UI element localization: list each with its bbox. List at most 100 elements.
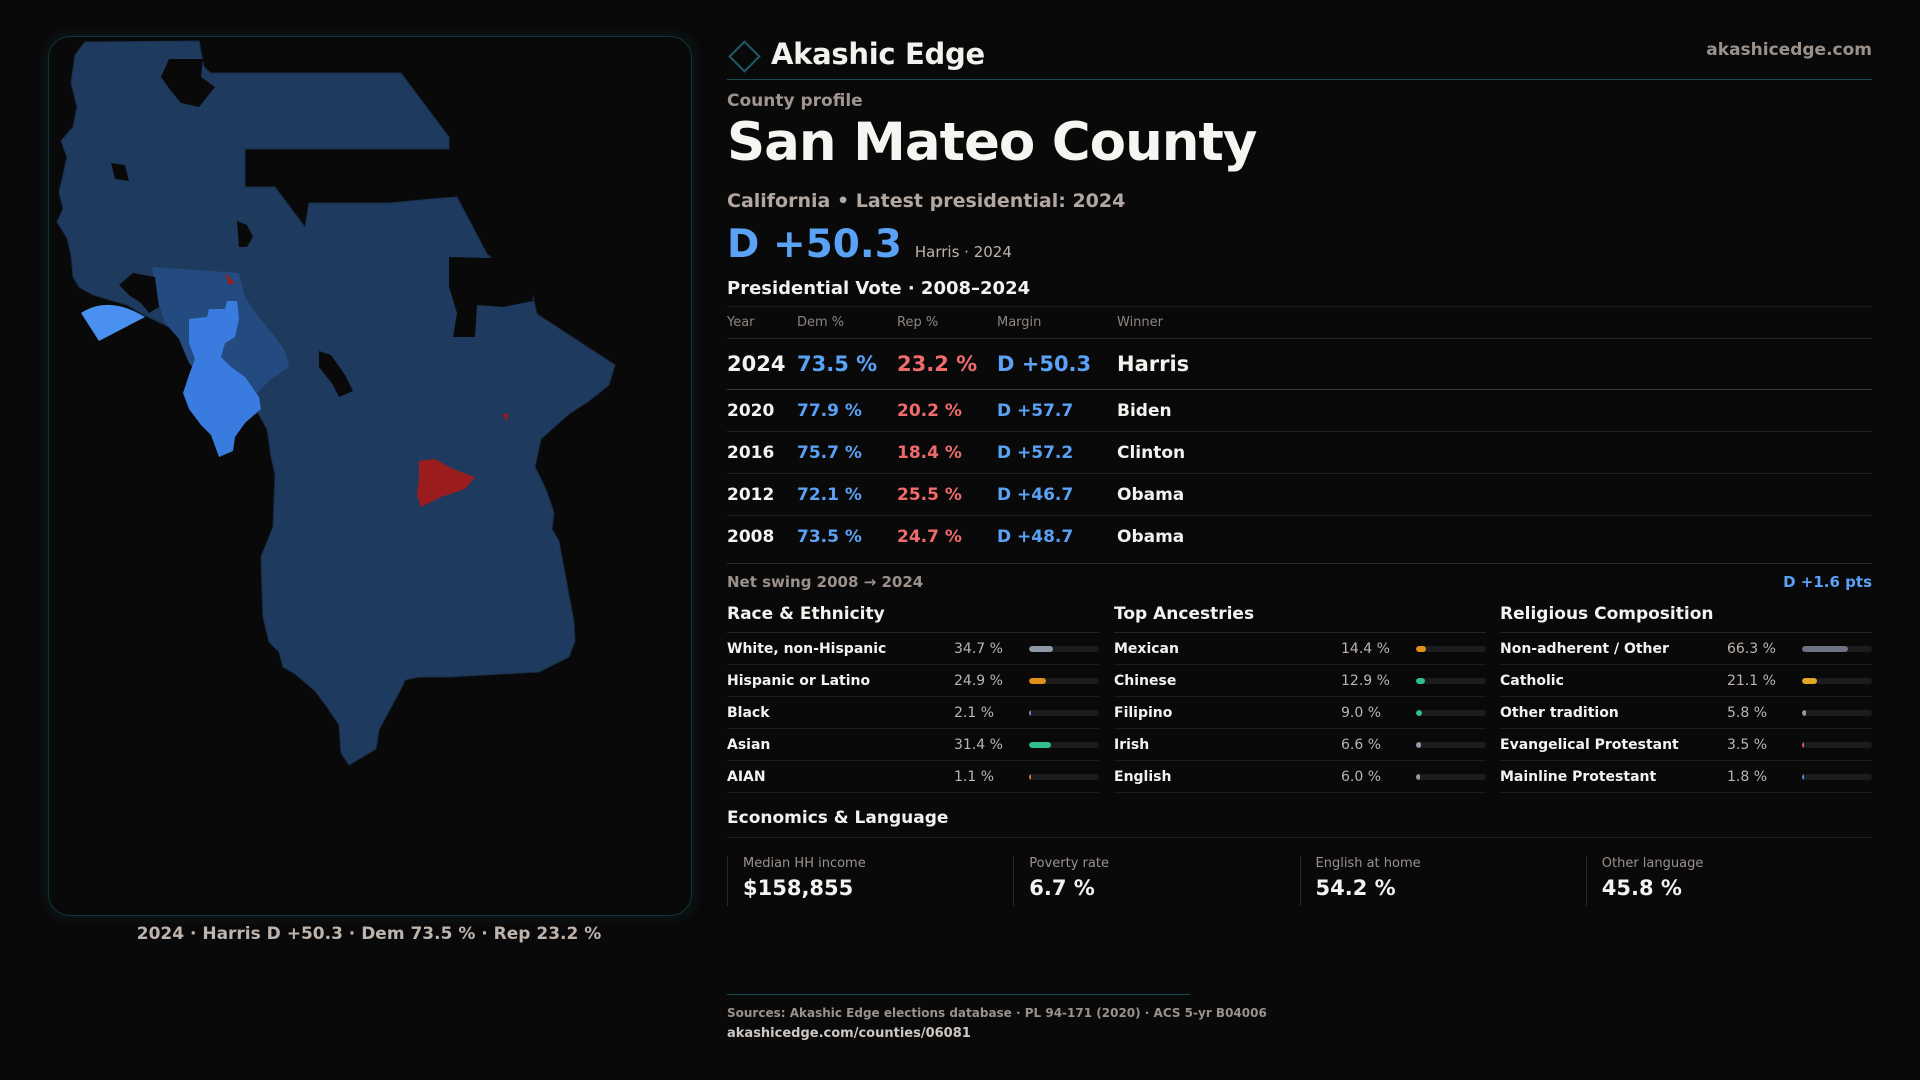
religion-section: Religious Composition Non-adherent / Oth… xyxy=(1500,600,1872,793)
swing-value: D +1.6 pts xyxy=(1783,573,1872,591)
share-bar xyxy=(1029,773,1099,780)
sources-text: Sources: Akashic Edge elections database… xyxy=(727,1006,1267,1020)
item-value: 1.1 % xyxy=(954,768,995,785)
item-value: 6.6 % xyxy=(1341,736,1382,753)
list-item[interactable]: Mainline Protestant 1.8 % xyxy=(1500,761,1872,793)
map-region-rep-small[interactable] xyxy=(225,273,235,285)
table-row[interactable]: 2008 73.5 % 24.7 % D +48.7 Obama xyxy=(727,515,1872,557)
share-bar xyxy=(1416,773,1486,780)
list-item[interactable]: Mexican 14.4 % xyxy=(1114,633,1486,665)
eyebrow: County profile xyxy=(727,91,863,111)
list-item[interactable]: Filipino 9.0 % xyxy=(1114,697,1486,729)
map-region-no-data[interactable] xyxy=(161,59,215,107)
cell-margin: D +46.7 xyxy=(997,484,1074,505)
item-label: Mainline Protestant xyxy=(1500,768,1657,785)
cell-margin: D +57.2 xyxy=(997,442,1074,463)
cell-dem: 75.7 % xyxy=(797,442,862,463)
source-url-link[interactable]: akashicedge.com/counties/06081 xyxy=(727,1026,971,1041)
map-region-no-data[interactable] xyxy=(119,273,159,313)
stat-value: 6.7 % xyxy=(1029,876,1095,900)
item-label: Chinese xyxy=(1114,672,1177,689)
item-value: 2.1 % xyxy=(954,704,995,721)
map-region-no-data[interactable] xyxy=(237,221,253,247)
section-title: Race & Ethnicity xyxy=(727,600,1099,633)
stat-value: 45.8 % xyxy=(1601,876,1682,900)
share-bar-fill xyxy=(1802,741,1805,748)
stat-label: Other language xyxy=(1601,856,1704,871)
item-label: Irish xyxy=(1114,736,1150,753)
cell-year: 2008 xyxy=(727,526,775,547)
map-region-no-data[interactable] xyxy=(449,257,533,337)
list-item[interactable]: White, non-Hispanic 34.7 % xyxy=(727,633,1099,665)
table-row[interactable]: 2020 77.9 % 20.2 % D +57.7 Biden xyxy=(727,389,1872,431)
economics-stats: Median HH income $158,855 Poverty rate 6… xyxy=(727,856,1872,906)
item-label: Filipino xyxy=(1114,704,1173,721)
list-item[interactable]: English 6.0 % xyxy=(1114,761,1486,793)
share-bar xyxy=(1802,709,1872,716)
share-bar-fill xyxy=(1029,773,1031,780)
header-rep: Rep % xyxy=(897,315,939,330)
item-label: Evangelical Protestant xyxy=(1500,736,1679,753)
map-region-rep[interactable] xyxy=(417,459,475,507)
footer-divider xyxy=(727,994,1190,995)
item-label: Black xyxy=(727,704,770,721)
share-bar xyxy=(1029,677,1099,684)
precinct-map-svg[interactable] xyxy=(49,37,691,915)
list-item[interactable]: Other tradition 5.8 % xyxy=(1500,697,1872,729)
list-item[interactable]: Hispanic or Latino 24.9 % xyxy=(727,665,1099,697)
map-region-safe-dem-wedge[interactable] xyxy=(81,304,145,341)
cell-rep: 25.5 % xyxy=(897,484,962,505)
list-item[interactable]: Chinese 12.9 % xyxy=(1114,665,1486,697)
map-region-no-data[interactable] xyxy=(111,163,129,181)
item-value: 34.7 % xyxy=(954,640,1003,657)
table-row[interactable]: 2024 73.5 % 23.2 % D +50.3 Harris xyxy=(727,338,1872,389)
subtitle: California • Latest presidential: 2024 xyxy=(727,190,1126,212)
stat-other-language: Other language 45.8 % xyxy=(1585,856,1872,906)
item-label: Mexican xyxy=(1114,640,1179,657)
item-label: White, non-Hispanic xyxy=(727,640,887,657)
county-map[interactable] xyxy=(48,36,692,916)
cell-dem: 72.1 % xyxy=(797,484,862,505)
share-bar-fill xyxy=(1416,645,1427,652)
table-row[interactable]: 2012 72.1 % 25.5 % D +46.7 Obama xyxy=(727,473,1872,515)
share-bar xyxy=(1416,645,1486,652)
share-bar xyxy=(1416,677,1486,684)
stat-label: English at home xyxy=(1315,856,1421,871)
list-item[interactable]: AIAN 1.1 % xyxy=(727,761,1099,793)
map-region-county-body[interactable] xyxy=(56,40,616,766)
item-value: 24.9 % xyxy=(954,672,1003,689)
item-label: Non-adherent / Other xyxy=(1500,640,1669,657)
stat-poverty-rate: Poverty rate 6.7 % xyxy=(1013,856,1299,906)
map-region-no-data[interactable] xyxy=(319,351,353,397)
list-item[interactable]: Catholic 21.1 % xyxy=(1500,665,1872,697)
share-bar xyxy=(1802,677,1872,684)
share-bar-fill xyxy=(1802,773,1804,780)
ancestries-section: Top Ancestries Mexican 14.4 % Chinese 12.9 … xyxy=(1114,600,1486,793)
cell-year: 2024 xyxy=(727,352,786,376)
cell-winner: Clinton xyxy=(1117,442,1186,463)
cell-winner: Harris xyxy=(1117,352,1190,376)
share-bar-fill xyxy=(1416,741,1421,748)
site-link[interactable]: akashicedge.com xyxy=(1706,40,1872,60)
vote-section-title: Presidential Vote · 2008–2024 xyxy=(727,278,1031,299)
economics-title: Economics & Language xyxy=(727,808,949,828)
map-region-likely-dem[interactable] xyxy=(183,301,261,457)
share-bar xyxy=(1029,645,1099,652)
header-margin: Margin xyxy=(997,315,1042,330)
list-item[interactable]: Asian 31.4 % xyxy=(727,729,1099,761)
map-region-rep-small[interactable] xyxy=(502,413,508,421)
swing-label: Net swing 2008 → 2024 xyxy=(727,573,924,591)
table-row[interactable]: 2016 75.7 % 18.4 % D +57.2 Clinton xyxy=(727,431,1872,473)
cell-dem: 73.5 % xyxy=(797,352,878,376)
item-value: 21.1 % xyxy=(1727,672,1776,689)
item-value: 12.9 % xyxy=(1341,672,1390,689)
list-item[interactable]: Irish 6.6 % xyxy=(1114,729,1486,761)
share-bar-fill xyxy=(1029,677,1047,684)
share-bar xyxy=(1416,741,1486,748)
brand[interactable]: Akashic Edge xyxy=(727,34,985,74)
share-bar xyxy=(1029,709,1099,716)
list-item[interactable]: Evangelical Protestant 3.5 % xyxy=(1500,729,1872,761)
list-item[interactable]: Non-adherent / Other 66.3 % xyxy=(1500,633,1872,665)
list-item[interactable]: Black 2.1 % xyxy=(727,697,1099,729)
header-winner: Winner xyxy=(1117,315,1164,330)
